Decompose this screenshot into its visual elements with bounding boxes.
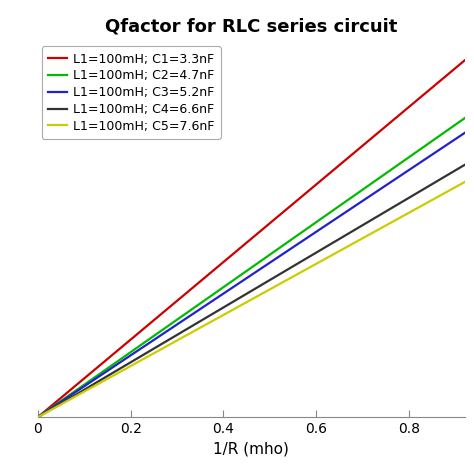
L1=100mH; C4=6.6nF	[289, 264, 295, 270]
L1=100mH; C5=7.6nF	[289, 274, 295, 280]
L1=100mH; C1=3.3nF	[237, 245, 243, 251]
L1=100mH; C2=4.7nF	[266, 253, 272, 258]
X-axis label: 1/R (mho): 1/R (mho)	[213, 442, 289, 456]
L1=100mH; C1=3.3nF	[451, 66, 457, 72]
L1=100mH; C2=4.7nF	[237, 273, 243, 278]
L1=100mH; C1=3.3nF	[35, 414, 41, 420]
L1=100mH; C4=6.6nF	[266, 278, 272, 283]
L1=100mH; C3=5.2nF	[266, 261, 272, 266]
Line: L1=100mH; C4=6.6nF: L1=100mH; C4=6.6nF	[38, 165, 465, 417]
Legend: L1=100mH; C1=3.3nF, L1=100mH; C2=4.7nF, L1=100mH; C3=5.2nF, L1=100mH; C4=6.6nF, : L1=100mH; C1=3.3nF, L1=100mH; C2=4.7nF, …	[42, 46, 220, 139]
L1=100mH; C1=3.3nF	[289, 202, 295, 208]
Title: Qfactor for RLC series circuit: Qfactor for RLC series circuit	[105, 18, 397, 36]
L1=100mH; C2=4.7nF	[385, 169, 391, 175]
L1=100mH; C5=7.6nF	[237, 303, 243, 309]
L1=100mH; C1=3.3nF	[240, 243, 246, 248]
L1=100mH; C3=5.2nF	[451, 137, 457, 143]
L1=100mH; C2=4.7nF	[462, 116, 467, 121]
L1=100mH; C3=5.2nF	[35, 414, 41, 420]
L1=100mH; C3=5.2nF	[289, 245, 295, 251]
Line: L1=100mH; C1=3.3nF: L1=100mH; C1=3.3nF	[38, 61, 465, 417]
L1=100mH; C5=7.6nF	[451, 185, 457, 191]
L1=100mH; C5=7.6nF	[35, 414, 41, 420]
Line: L1=100mH; C5=7.6nF: L1=100mH; C5=7.6nF	[38, 182, 465, 417]
L1=100mH; C1=3.3nF	[385, 122, 391, 128]
Line: L1=100mH; C2=4.7nF: L1=100mH; C2=4.7nF	[38, 118, 465, 417]
L1=100mH; C2=4.7nF	[35, 414, 41, 420]
L1=100mH; C4=6.6nF	[237, 294, 243, 300]
L1=100mH; C4=6.6nF	[462, 162, 467, 168]
L1=100mH; C2=4.7nF	[240, 271, 246, 276]
L1=100mH; C4=6.6nF	[240, 293, 246, 299]
L1=100mH; C3=5.2nF	[237, 279, 243, 285]
L1=100mH; C1=3.3nF	[462, 58, 467, 64]
L1=100mH; C5=7.6nF	[462, 179, 467, 185]
Line: L1=100mH; C3=5.2nF: L1=100mH; C3=5.2nF	[38, 133, 465, 417]
L1=100mH; C1=3.3nF	[266, 221, 272, 227]
L1=100mH; C4=6.6nF	[385, 208, 391, 213]
L1=100mH; C3=5.2nF	[385, 182, 391, 187]
L1=100mH; C5=7.6nF	[385, 222, 391, 228]
L1=100mH; C2=4.7nF	[451, 123, 457, 128]
L1=100mH; C5=7.6nF	[266, 287, 272, 293]
L1=100mH; C5=7.6nF	[240, 301, 246, 307]
L1=100mH; C3=5.2nF	[240, 278, 246, 283]
L1=100mH; C4=6.6nF	[35, 414, 41, 420]
L1=100mH; C3=5.2nF	[462, 130, 467, 136]
L1=100mH; C4=6.6nF	[451, 168, 457, 174]
L1=100mH; C2=4.7nF	[289, 237, 295, 242]
